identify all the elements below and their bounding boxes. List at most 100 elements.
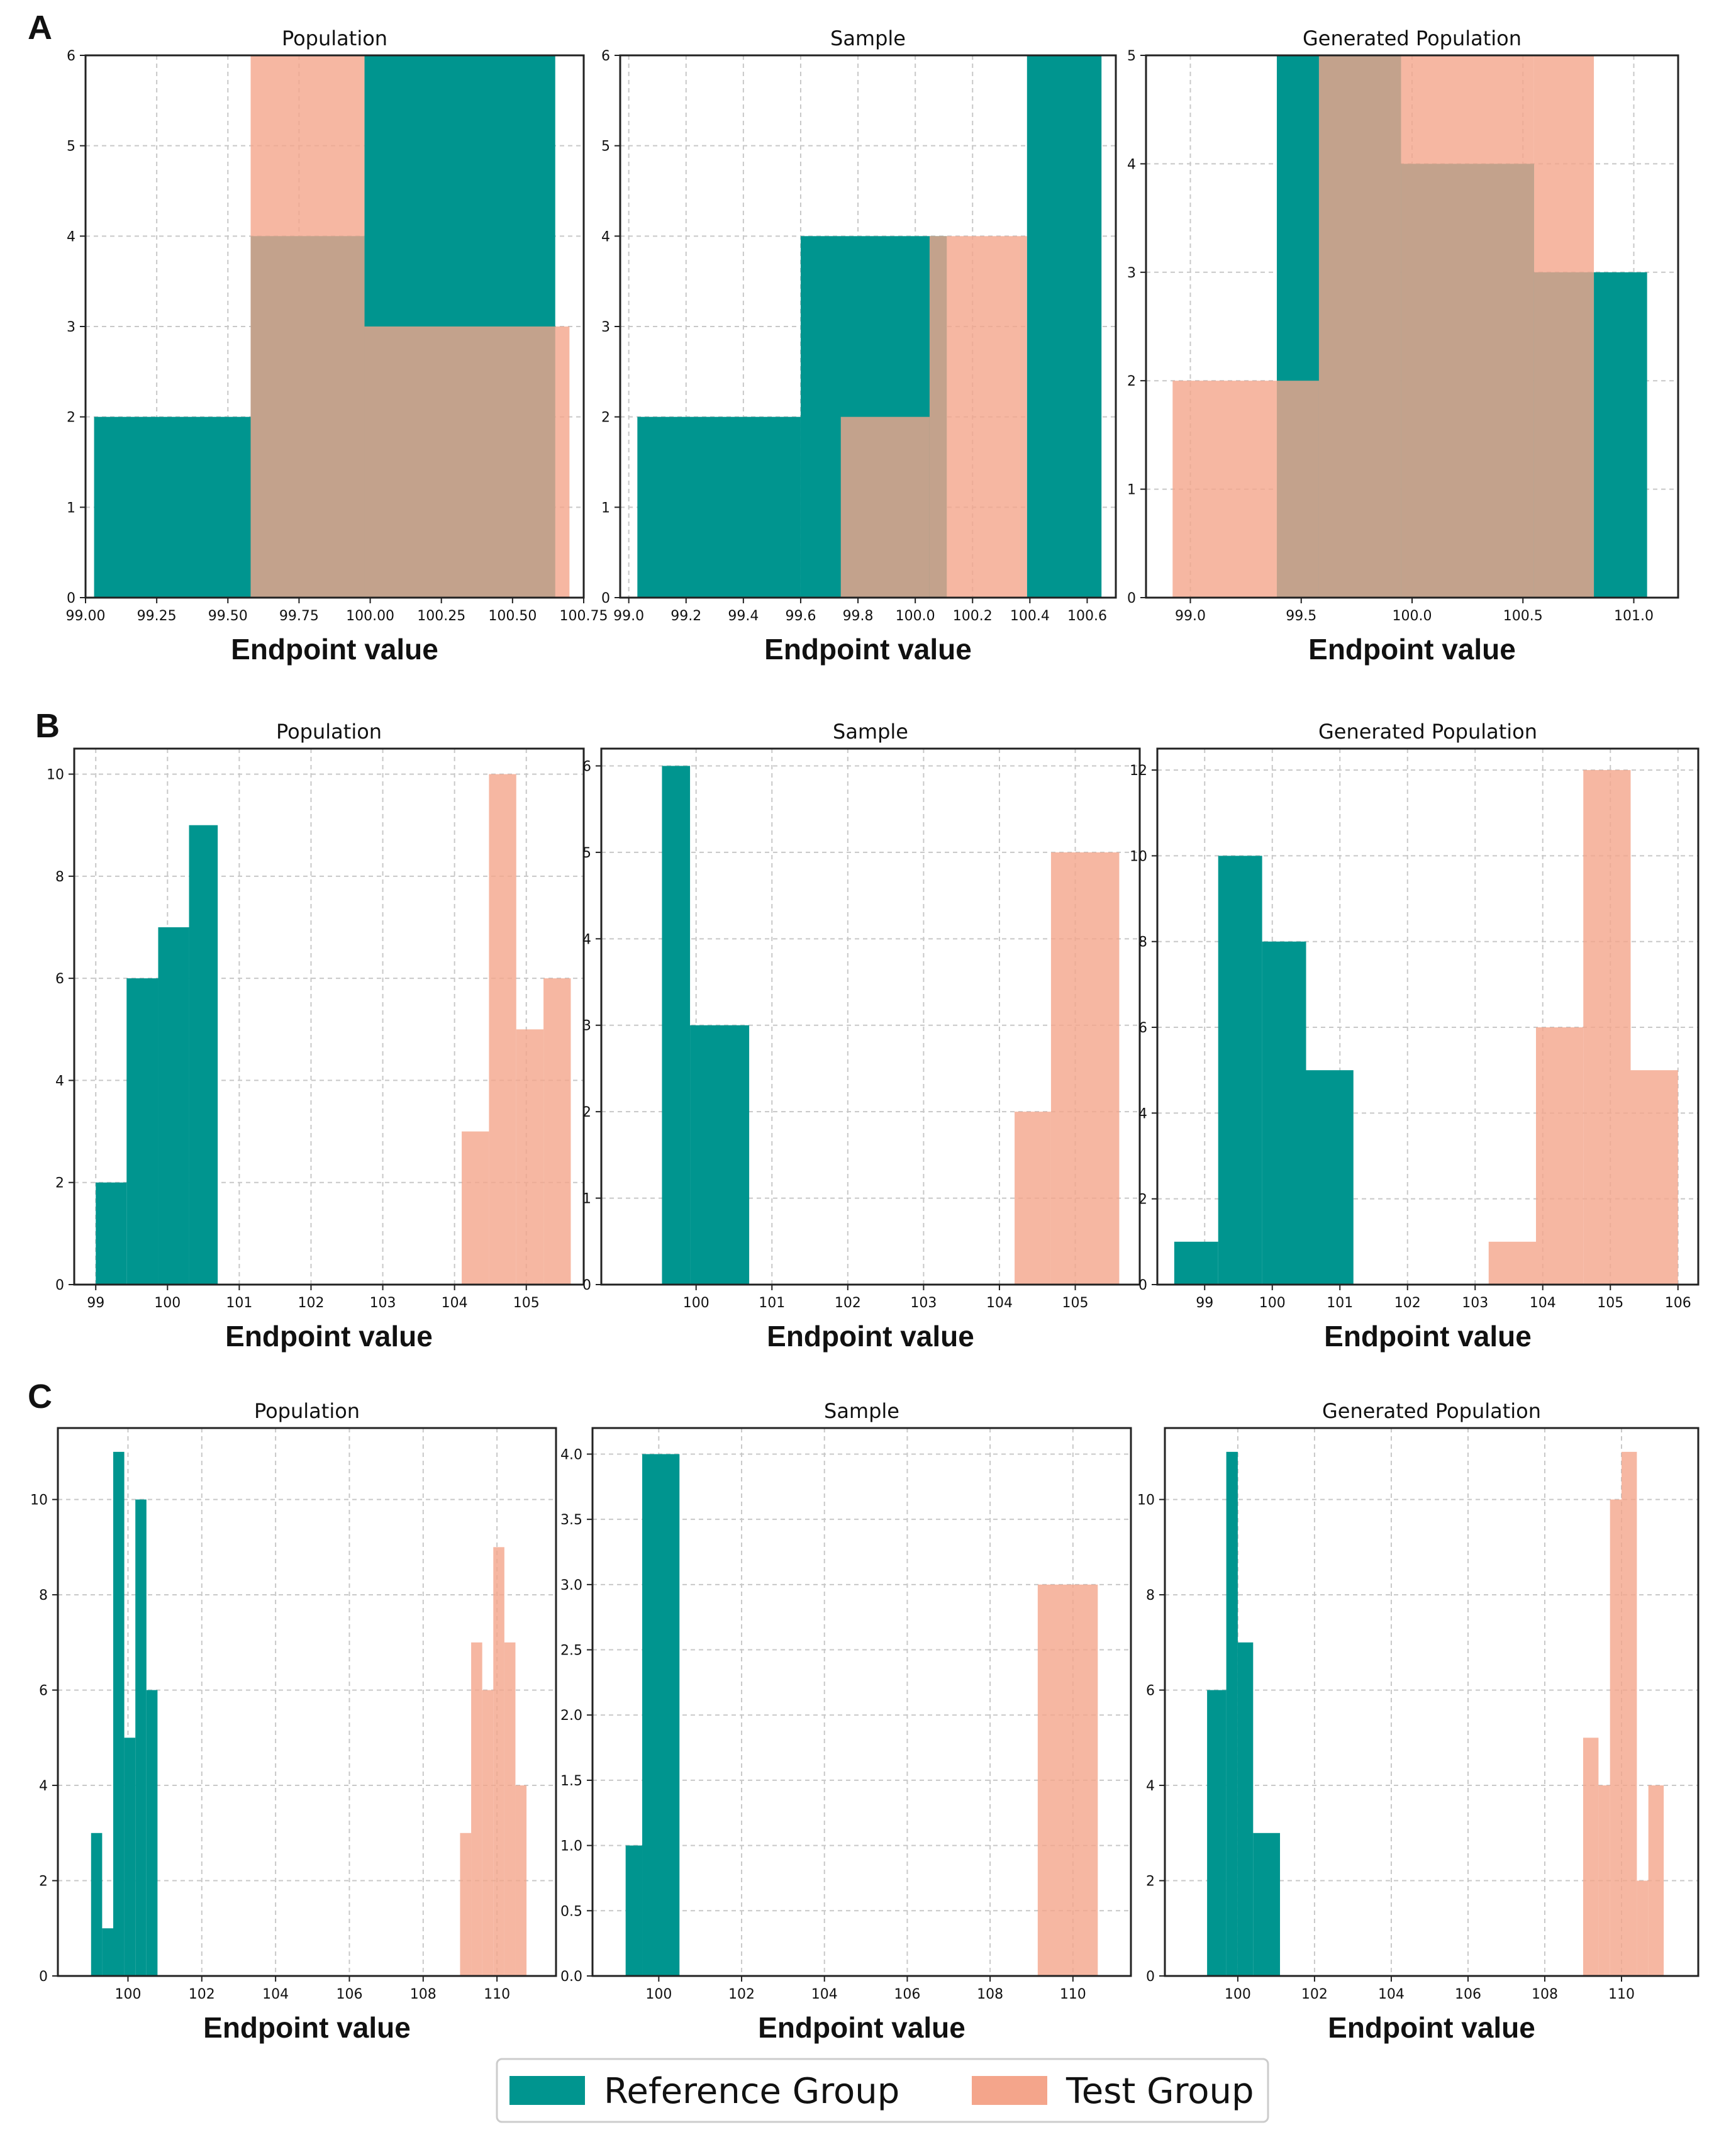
x-tick-label: 99.75 [279,608,319,624]
bar-reference [91,1833,103,1976]
y-tick-label: 0 [1146,1969,1155,1985]
x-axis-label: Endpoint value [1324,1320,1532,1353]
x-tick-label: 110 [1608,1987,1635,2002]
subplot-b-1: 99 100 101 102 103 104 105 0 2 4 6 8 10 Population End… [47,720,585,1353]
bar-test [1583,770,1631,1285]
bar-reference [1237,1642,1254,1976]
x-tick-label: 110 [484,1987,510,2002]
subplots: 99.00 99.25 99.50 99.75 100.00 100.25 100.50 10… [30,26,1700,2044]
y-tick-label: 3.0 [560,1578,582,1593]
x-tick-label: 104 [1530,1295,1556,1311]
bar-reference [1594,272,1647,598]
bar-reference [1306,1070,1354,1285]
panel-label-b: B [35,707,60,745]
bar-test [1533,55,1594,598]
axes-frame [591,1427,1132,1977]
y-tick-label: 6 [582,759,591,774]
y-tick-label: 1 [582,1191,591,1207]
bar-test [1536,1027,1584,1285]
y-tick-label: 0 [55,1278,64,1293]
y-tick-label: 1 [67,500,75,516]
x-tick-label: 100 [1259,1295,1286,1311]
y-tick-label: 1 [1127,483,1136,498]
x-tick-label: 102 [298,1295,324,1311]
x-tick-label: 108 [977,1987,1003,2002]
y-tick-label: 0.0 [560,1969,582,1985]
x-tick-label: 101.0 [1614,608,1654,624]
x-tick-label: 110 [1060,1987,1086,2002]
axes-frame [73,747,585,1286]
subplot-title: Sample [833,720,908,744]
x-tick-label: 100.0 [1393,608,1432,624]
bar-reference [1218,856,1262,1285]
y-tick-label: 5 [582,845,591,861]
legend: Reference Group Test Group [496,2058,1269,2123]
y-tick-label: 4.0 [560,1447,582,1463]
bar-reference [1207,1690,1227,1976]
x-tick-label: 100 [683,1295,709,1311]
axes-frame [1164,1427,1700,1977]
bar-test [250,55,365,598]
y-tick-label: 2 [55,1176,64,1191]
bar-reference [158,927,189,1285]
x-tick-label: 106 [1665,1295,1691,1311]
x-tick-label: 99 [1196,1295,1213,1311]
bar-test [1598,1785,1610,1976]
x-tick-label: 100 [154,1295,181,1311]
y-tick-label: 8 [39,1588,48,1604]
y-tick-label: 1 [601,500,610,516]
subplot-c-3: 100 102 104 106 108 110 0 2 4 6 8 10 Generated Popul… [1137,1399,1700,2044]
subplot-a-3: 99.0 99.5 100.0 100.5 101.0 0 1 2 3 4 5 Generated P… [1127,26,1679,666]
x-tick-label: 102 [1301,1987,1328,2002]
x-tick-label: 104 [442,1295,468,1311]
bar-test [462,1131,489,1285]
y-tick-label: 10 [47,767,64,783]
y-tick-label: 1.5 [560,1773,582,1789]
x-tick-label: 99.8 [843,608,874,624]
x-axis-label: Endpoint value [203,2011,411,2044]
y-tick-label: 2 [1127,374,1136,389]
bar-test [482,1690,494,1976]
bar-test [1401,55,1534,598]
bar-test [1630,1070,1678,1285]
x-tick-label: 106 [336,1987,362,2002]
x-tick-label: 105 [1062,1295,1089,1311]
legend-frame [496,2058,1269,2123]
y-tick-label: 2 [39,1874,48,1890]
y-tick-label: 3 [582,1018,591,1034]
bar-test [929,236,1027,598]
bar-reference [94,416,251,598]
x-axis-label: Endpoint value [758,2011,965,2044]
x-tick-label: 108 [1532,1987,1558,2002]
x-tick-label: 108 [410,1987,437,2002]
y-tick-label: 2 [1138,1192,1147,1208]
y-tick-label: 4 [55,1073,64,1089]
x-tick-label: 104 [986,1295,1013,1311]
bar-reference [1174,1241,1218,1285]
bar-reference [1027,55,1102,598]
x-tick-label: 99.00 [66,608,106,624]
x-tick-label: 100.5 [1503,608,1543,624]
y-tick-label: 5 [1127,48,1136,64]
bar-reference [146,1690,158,1976]
y-tick-label: 4 [67,229,75,245]
x-tick-label: 106 [894,1987,920,2002]
legend-swatch-test [972,2076,1047,2105]
y-tick-label: 4 [1146,1778,1155,1794]
y-tick-label: 10 [1130,849,1147,864]
x-tick-label: 100.6 [1067,608,1107,624]
panel-label-a: A [28,9,52,47]
y-tick-label: 6 [1146,1683,1155,1699]
x-tick-label: 103 [370,1295,396,1311]
bar-reference [189,825,218,1285]
subplot-title: Population [276,720,382,744]
y-tick-label: 4 [1138,1106,1147,1122]
bar-reference [625,1845,643,1976]
bar-test [1276,381,1319,598]
panel-label-c: C [28,1378,52,1415]
subplot-title: Generated Population [1322,1399,1541,1423]
x-tick-label: 99 [87,1295,104,1311]
legend-swatch-reference [509,2076,585,2105]
bar-reference [642,1454,680,1976]
